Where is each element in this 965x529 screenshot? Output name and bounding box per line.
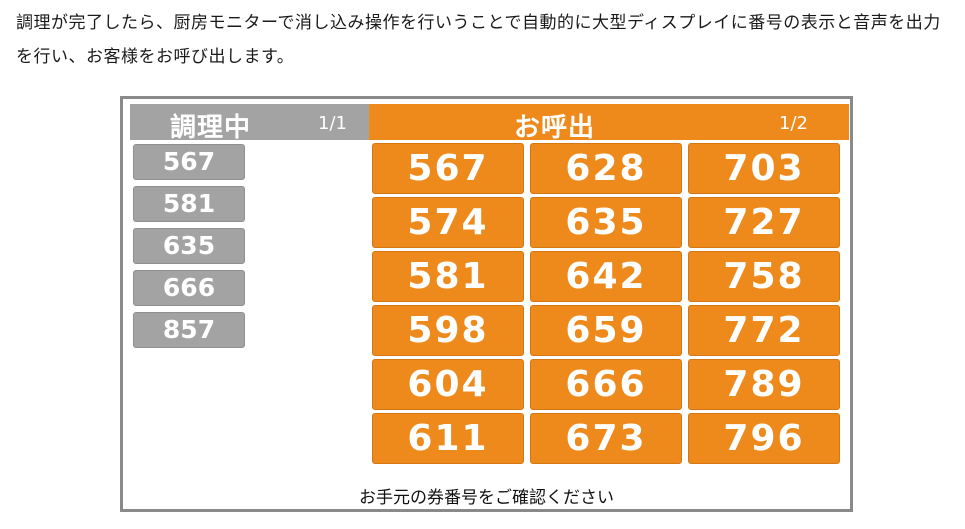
calling-number-tile: 796 [688,413,840,464]
calling-number-tile: 598 [372,305,524,356]
cooking-title: 調理中 [170,113,252,143]
cooking-number-tile: 581 [133,186,245,222]
calling-number-tile: 581 [372,251,524,302]
cooking-page-indicator: 1/1 [318,113,347,134]
calling-number-tile: 758 [688,251,840,302]
calling-number-tile: 673 [530,413,682,464]
cooking-number-tile: 857 [133,312,245,348]
calling-title: お呼出 [514,113,596,143]
calling-number-tile: 666 [530,359,682,410]
calling-number-tile: 567 [372,143,524,194]
calling-number-tile: 727 [688,197,840,248]
calling-number-grid: 567 628 703 574 635 727 581 642 758 598 … [372,143,842,464]
calling-header: お呼出 1/2 [369,104,849,143]
calling-number-tile: 703 [688,143,840,194]
calling-number-tile: 642 [530,251,682,302]
calling-number-tile: 611 [372,413,524,464]
calling-number-tile: 628 [530,143,682,194]
calling-number-tile: 604 [372,359,524,410]
calling-page-indicator: 1/2 [779,113,808,134]
cooking-number-tile: 666 [133,270,245,306]
cooking-number-tile: 567 [133,144,245,180]
calling-number-tile: 659 [530,305,682,356]
cooking-number-list: 567 581 635 666 857 [133,144,245,354]
calling-number-tile: 772 [688,305,840,356]
call-display-screen: 調理中 1/1 お呼出 1/2 567 581 635 666 857 567 … [120,96,853,512]
ticket-check-message: お手元の券番号をご確認ください [359,488,614,508]
intro-description: 調理が完了したら、厨房モニターで消し込み操作を行いうことで自動的に大型ディスプレ… [16,13,941,67]
calling-number-tile: 635 [530,197,682,248]
cooking-header: 調理中 1/1 [130,104,369,143]
cooking-number-tile: 635 [133,228,245,264]
calling-number-tile: 789 [688,359,840,410]
calling-number-tile: 574 [372,197,524,248]
